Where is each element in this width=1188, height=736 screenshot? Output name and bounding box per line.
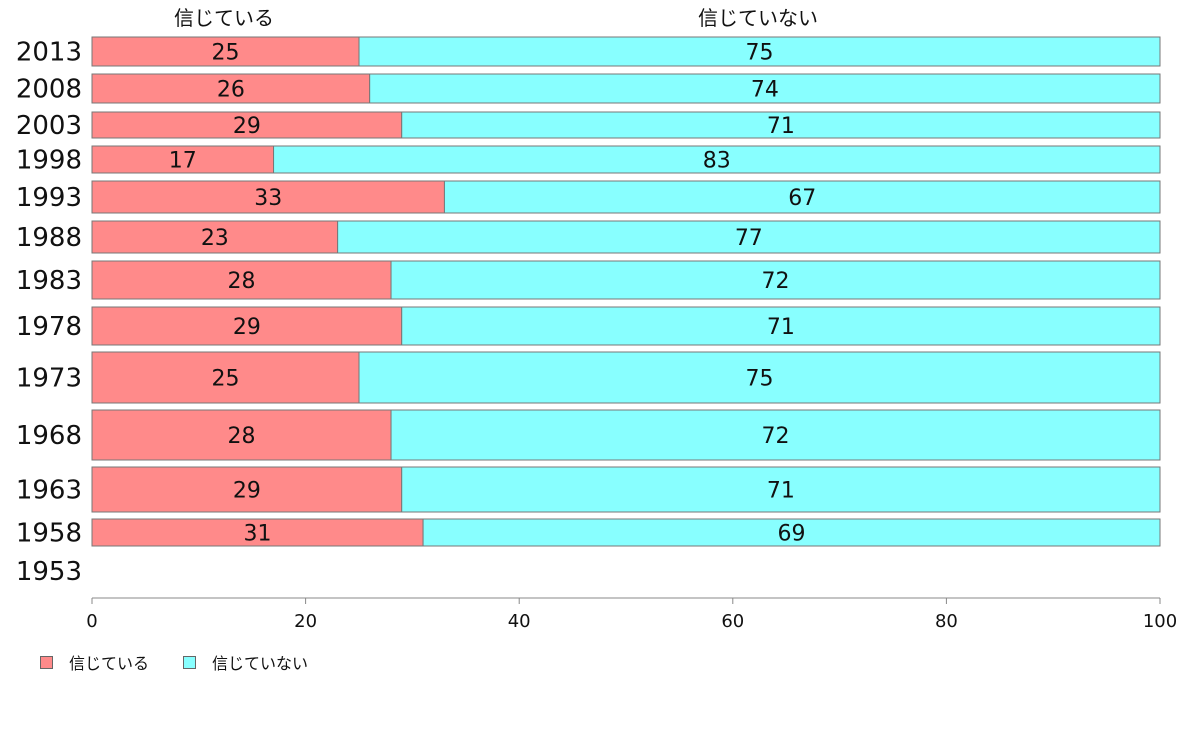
bar-not-believe-1973 [358, 351, 1161, 404]
year-label-2003: 2003 [16, 111, 82, 141]
data-label-not-believe-1973: 75 [746, 367, 774, 392]
data-label-believe-1958: 31 [244, 522, 272, 547]
year-label-2013: 2013 [16, 38, 82, 68]
bar-not-believe-1998 [273, 145, 1161, 174]
year-label-1973: 1973 [16, 364, 82, 394]
data-label-not-believe-1958: 69 [778, 522, 806, 547]
legend-label-believe: 信じている [69, 654, 150, 673]
data-label-believe-1998: 17 [169, 149, 197, 174]
bar-not-believe-1993 [443, 180, 1161, 214]
bar-believe-1983 [91, 260, 392, 300]
year-label-1983: 1983 [16, 266, 82, 296]
data-label-not-believe-1978: 71 [767, 315, 795, 340]
year-label-1958: 1958 [16, 519, 82, 549]
top-label-0: 信じている [174, 6, 274, 30]
data-label-believe-1978: 29 [233, 315, 261, 340]
bar-not-believe-1988 [337, 220, 1161, 254]
year-label-1988: 1988 [16, 223, 82, 253]
bar-not-believe-2013 [358, 36, 1161, 67]
year-label-2008: 2008 [16, 75, 82, 105]
data-label-not-believe-1988: 77 [735, 226, 763, 251]
data-label-believe-1963: 29 [233, 479, 261, 504]
bar-believe-2013 [91, 36, 360, 67]
data-label-believe-1988: 23 [201, 226, 229, 251]
bar-believe-2008 [91, 73, 371, 104]
data-label-believe-2003: 29 [233, 114, 261, 139]
bar-believe-2003 [91, 111, 403, 139]
bar-believe-1968 [91, 409, 392, 461]
data-label-not-believe-1998: 83 [703, 149, 731, 174]
bar-not-believe-2008 [369, 73, 1161, 104]
legend-label-not-believe: 信じていない [212, 654, 309, 673]
x-tick-label-80: 80 [935, 611, 958, 632]
legend-swatch-not-believe [183, 655, 197, 669]
data-label-believe-1993: 33 [254, 186, 282, 211]
year-label-1953: 1953 [16, 557, 82, 587]
x-tick-label-0: 0 [86, 611, 97, 632]
bar-not-believe-1983 [390, 260, 1161, 300]
x-tick-label-100: 100 [1143, 611, 1177, 632]
year-label-1968: 1968 [16, 421, 82, 451]
x-tick-label-40: 40 [508, 611, 531, 632]
data-label-not-believe-1993: 67 [788, 186, 816, 211]
data-label-believe-2008: 26 [217, 78, 245, 103]
bar-believe-1963 [91, 466, 403, 513]
data-label-not-believe-1963: 71 [767, 479, 795, 504]
bar-not-believe-1958 [422, 518, 1161, 547]
bar-not-believe-1963 [401, 466, 1161, 513]
legend-item-not-believe: 信じていない [183, 650, 308, 674]
top-label-1: 信じていない [698, 6, 818, 30]
year-label-1998: 1998 [16, 146, 82, 176]
data-label-believe-1983: 28 [228, 269, 256, 294]
x-tick-label-60: 60 [721, 611, 744, 632]
data-label-believe-1968: 28 [228, 424, 256, 449]
data-label-not-believe-1968: 72 [762, 424, 790, 449]
bar-not-believe-2003 [401, 111, 1161, 139]
year-label-1978: 1978 [16, 312, 82, 342]
data-label-not-believe-1983: 72 [762, 269, 790, 294]
bar-believe-1998 [91, 145, 275, 174]
legend: 信じている 信じていない [40, 650, 342, 674]
data-label-not-believe-2003: 71 [767, 114, 795, 139]
bar-believe-1993 [91, 180, 445, 214]
data-label-believe-2013: 25 [212, 41, 240, 66]
legend-swatch-believe [40, 655, 53, 669]
data-label-not-believe-2008: 74 [751, 78, 779, 103]
bar-not-believe-1978 [401, 306, 1161, 346]
bar-believe-1958 [91, 518, 424, 547]
x-tick-label-20: 20 [294, 611, 317, 632]
year-label-1963: 1963 [16, 476, 82, 506]
bar-not-believe-1968 [390, 409, 1161, 461]
year-label-1993: 1993 [16, 183, 82, 213]
data-label-not-believe-2013: 75 [746, 41, 774, 66]
bar-believe-1973 [91, 351, 360, 404]
legend-item-believe: 信じている [40, 650, 149, 674]
data-label-believe-1973: 25 [212, 367, 240, 392]
